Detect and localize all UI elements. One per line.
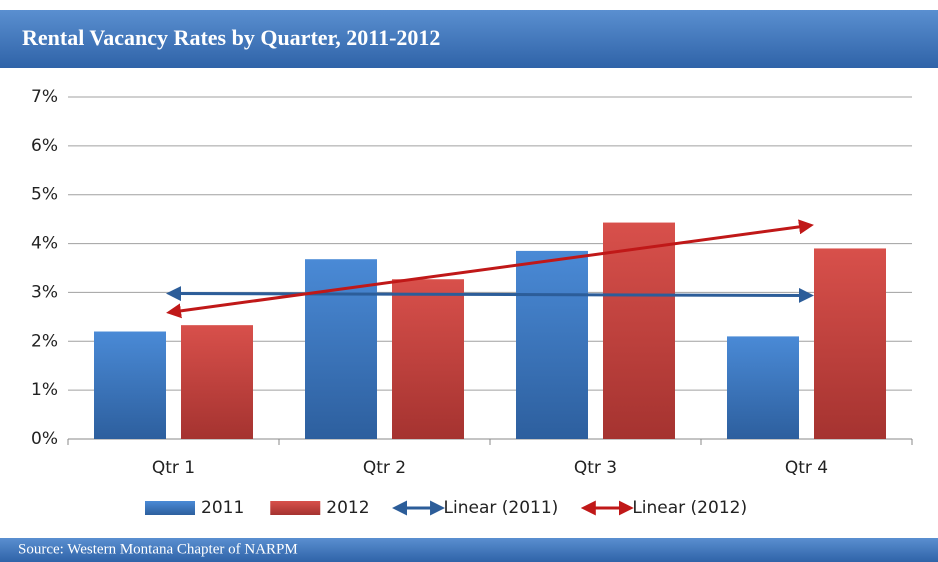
trendline [166,286,814,303]
bar [392,279,464,439]
bar [516,250,588,439]
bar [181,325,253,439]
bar [727,336,799,439]
source-note: Source: Western Montana Chapter of NARPM [18,541,298,557]
y-tick-label: 4% [31,234,58,254]
chart-title: Rental Vacancy Rates by Quarter, 2011-20… [22,25,440,50]
y-tick-label: 6% [31,136,58,156]
x-tick-label: Qtr 4 [785,458,828,478]
legend-swatch [145,501,195,515]
bar [814,248,886,439]
trendline [166,219,814,319]
bar [94,331,166,439]
legend-label: Linear (2011) [444,498,559,518]
x-tick-label: Qtr 1 [152,458,195,478]
y-tick-label: 5% [31,185,58,205]
x-tick-label: Qtr 2 [363,458,406,478]
x-tick-label: Qtr 3 [574,458,617,478]
y-tick-label: 0% [31,429,58,449]
footer-band [0,538,938,562]
y-tick-label: 3% [31,282,58,302]
y-tick-label: 7% [31,87,58,107]
legend-label: 2012 [326,498,369,518]
header-band [0,10,938,68]
y-tick-label: 2% [31,331,58,351]
legend-label: Linear (2012) [632,498,747,518]
y-tick-label: 1% [31,380,58,400]
legend-swatch [270,501,321,515]
bar [603,222,675,439]
legend-label: 2011 [201,498,244,518]
